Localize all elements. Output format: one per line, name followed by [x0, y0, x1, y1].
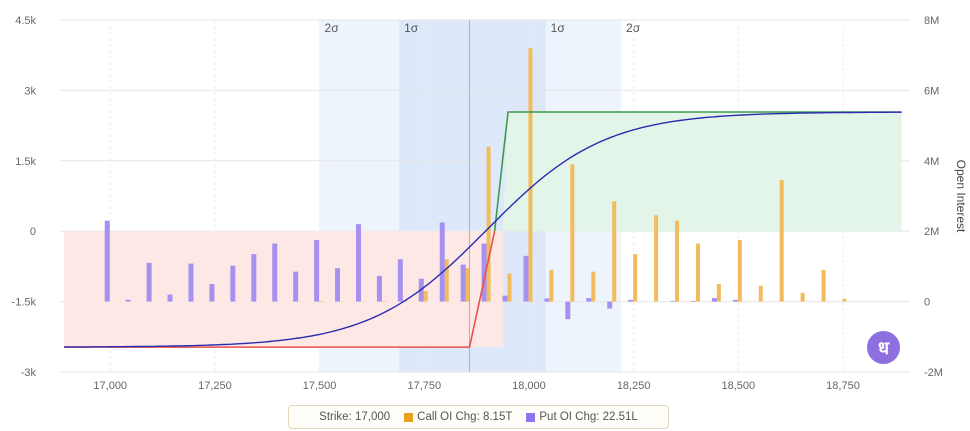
- call-oi-bar: [654, 215, 659, 302]
- put-oi-bar: [586, 298, 592, 302]
- put-oi-bar: [230, 265, 236, 302]
- call-oi-bar: [549, 269, 554, 302]
- put-oi-bar: [125, 299, 131, 302]
- put-oi-bar: [293, 271, 299, 302]
- sigma-label: 2σ: [325, 21, 340, 35]
- call-oi-bar: [465, 268, 470, 302]
- tooltip-strike: Strike: 17,000: [319, 411, 390, 423]
- sigma-label: 1σ: [404, 21, 419, 35]
- put-oi-bar: [690, 300, 696, 302]
- call-oi-bar: [675, 220, 680, 302]
- y-tick-label: 3k: [24, 85, 36, 97]
- put-oi-bar: [376, 275, 382, 302]
- x-tick-label: 18,250: [617, 380, 651, 392]
- call-oi-bar: [319, 300, 324, 302]
- call-oi-text: Call OI Chg: 8.15T: [417, 411, 513, 423]
- legend-put-oi[interactable]: Put OI Chg: 22.51L: [526, 411, 638, 423]
- put-oi-bar: [272, 243, 278, 302]
- call-oi-bar: [737, 240, 742, 302]
- put-oi-bar: [460, 264, 466, 302]
- y2-tick-label: -2M: [924, 367, 943, 379]
- y2-tick-label: 2M: [924, 226, 939, 238]
- y2-tick-label: 4M: [924, 156, 939, 168]
- probability-curve: [64, 111, 902, 348]
- y2-axis-label: Open Interest: [954, 160, 968, 233]
- y-tick-label: -1.5k: [12, 297, 37, 309]
- call-oi-bar: [423, 291, 428, 302]
- call-oi-bar: [779, 180, 784, 302]
- call-oi-bar: [528, 48, 533, 302]
- call-oi-bar: [612, 201, 617, 302]
- call-oi-bar: [444, 259, 449, 302]
- call-oi-bar: [486, 146, 491, 302]
- x-tick-label: 17,750: [407, 380, 441, 392]
- y-tick-label: -3k: [21, 367, 37, 379]
- call-oi-bar: [591, 271, 596, 302]
- strike-text: Strike: 17,000: [319, 411, 391, 423]
- put-oi-bar: [565, 301, 571, 320]
- put-oi-bar: [146, 262, 152, 302]
- put-oi-bar: [502, 295, 508, 302]
- call-swatch-icon: [404, 412, 414, 422]
- x-tick-label: 18,750: [826, 380, 860, 392]
- put-swatch-icon: [526, 412, 536, 422]
- put-oi-bar: [544, 298, 550, 302]
- profit-zone: [503, 111, 902, 232]
- call-oi-bar: [570, 164, 575, 302]
- y2-tick-label: 6M: [924, 85, 939, 97]
- y-tick-label: 0: [30, 226, 36, 238]
- put-oi-bar: [355, 224, 361, 302]
- put-oi-bar: [397, 259, 403, 302]
- call-oi-bar: [842, 298, 847, 302]
- x-tick-label: 18,500: [721, 380, 755, 392]
- payoff-loss-line: [64, 231, 496, 348]
- put-oi-bar: [670, 300, 676, 302]
- put-oi-text: Put OI Chg: 22.51L: [539, 411, 638, 423]
- call-oi-bar: [800, 292, 805, 302]
- y2-tick-label: 0: [924, 297, 930, 309]
- put-oi-bar: [628, 299, 634, 302]
- payoff-lines: [64, 20, 902, 372]
- call-oi-bar: [821, 269, 826, 302]
- put-oi-bar: [209, 284, 215, 302]
- sigma-label: 1σ: [551, 21, 566, 35]
- logo-glyph: ध: [877, 337, 890, 359]
- payoff-profit-line: [493, 111, 902, 232]
- put-oi-bar: [314, 240, 320, 302]
- put-oi-bar: [188, 263, 194, 302]
- brand-logo-icon[interactable]: ध: [867, 331, 900, 364]
- call-oi-bar: [695, 243, 700, 302]
- x-tick-label: 17,000: [93, 380, 127, 392]
- call-oi-bar: [381, 301, 386, 302]
- x-tick-label: 17,250: [198, 380, 232, 392]
- legend-call-oi[interactable]: Call OI Chg: 8.15T: [404, 411, 512, 423]
- payoff-zones: [64, 111, 902, 348]
- y-tick-label: 4.5k: [15, 15, 36, 27]
- loss-zone: [64, 231, 504, 348]
- call-oi-bar: [633, 254, 638, 302]
- put-oi-bar: [251, 254, 257, 302]
- call-oi-bar: [507, 273, 512, 302]
- call-oi-bar: [716, 284, 721, 302]
- put-oi-bar: [439, 222, 445, 302]
- put-oi-bar: [104, 220, 110, 302]
- put-oi-bar: [167, 294, 173, 302]
- put-oi-bar: [732, 299, 738, 302]
- x-tick-label: 17,500: [303, 380, 337, 392]
- y-tick-label: 1.5k: [15, 156, 36, 168]
- put-oi-bar: [607, 301, 613, 309]
- put-oi-bar: [711, 298, 717, 302]
- put-oi-bar: [335, 268, 341, 302]
- put-oi-bar: [523, 255, 529, 302]
- oi-bars: [104, 48, 847, 320]
- legend-tooltip: Strike: 17,000 Call OI Chg: 8.15T Put OI…: [288, 405, 669, 429]
- y2-tick-label: 8M: [924, 15, 939, 27]
- axes: -3k -1.5k 0 1.5k 3k 4.5k -2M 0 2M 4M 6M 8M 17,000 17,…: [12, 15, 968, 392]
- call-oi-bar: [758, 285, 763, 302]
- x-tick-label: 18,000: [512, 380, 546, 392]
- put-oi-bar: [481, 243, 487, 302]
